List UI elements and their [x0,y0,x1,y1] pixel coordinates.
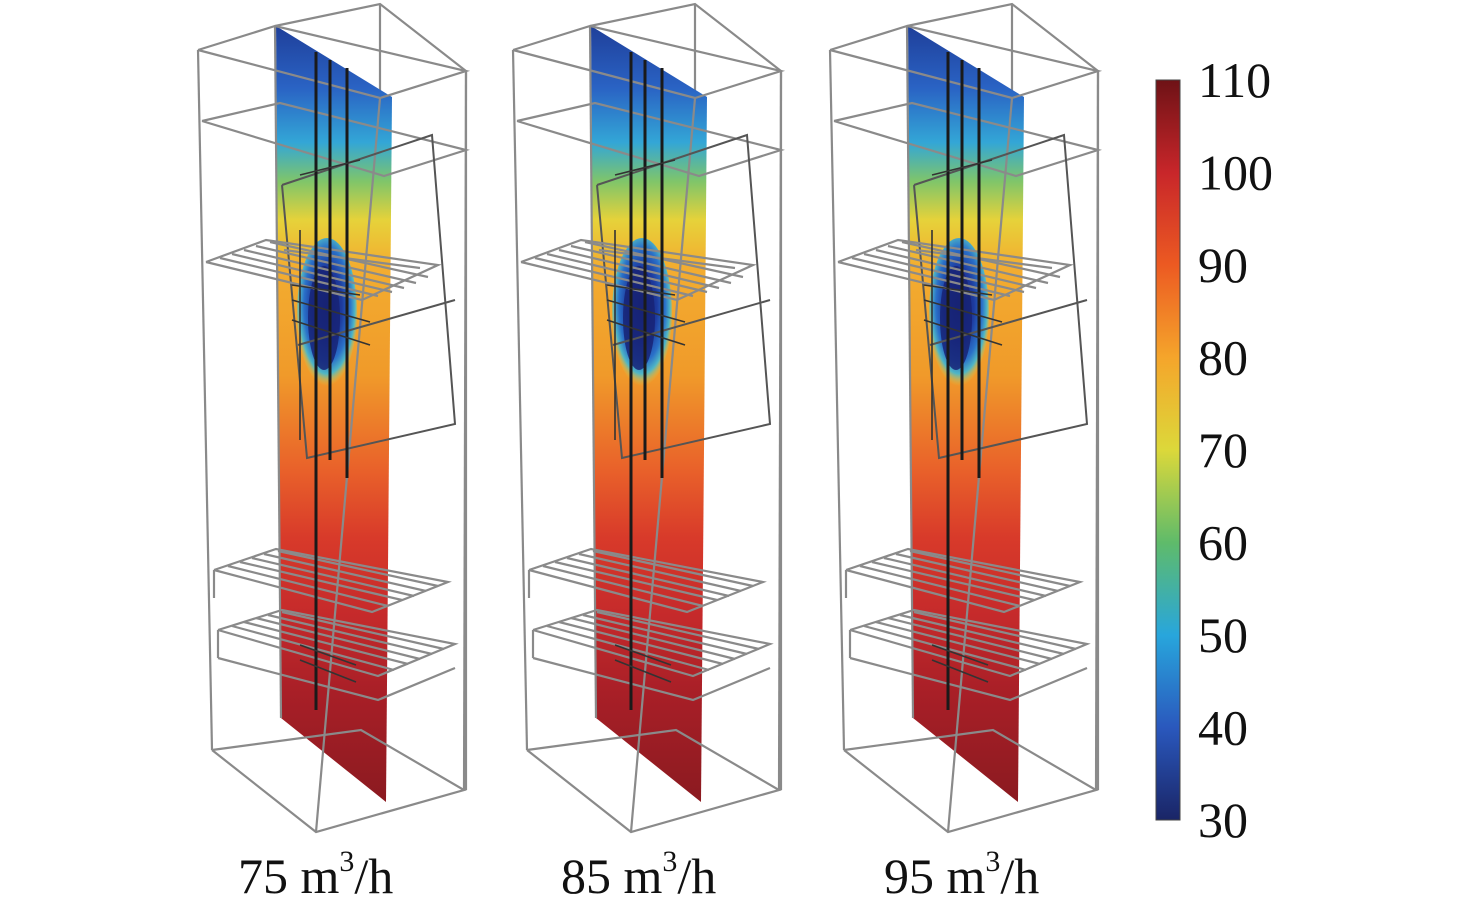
colorbar-tick-label: 60 [1198,515,1248,571]
panel-85 [511,2,783,834]
caption-85: 85 m3/h [561,845,716,904]
panel-95 [828,2,1100,834]
colorbar-tick-label: 70 [1198,422,1248,478]
caption-75: 75 m3/h [238,845,393,904]
colorbar-tick-label: 40 [1198,700,1248,756]
colorbar-tick-label: 50 [1198,607,1248,663]
colorbar-gradient [1155,79,1181,821]
colorbar-tick-label: 110 [1198,52,1271,108]
caption-95: 95 m3/h [884,845,1039,904]
colorbar-tick-label: 30 [1198,792,1248,848]
panel-75 [196,2,468,834]
colorbar-tick-label: 90 [1198,237,1248,293]
colorbar-ticks: 110 100 90 80 70 60 50 40 30 [1198,52,1273,848]
colorbar-tick-label: 80 [1198,330,1248,386]
colorbar-tick-label: 100 [1198,145,1273,201]
colorbar: 110 100 90 80 70 60 50 40 30 [1155,52,1273,848]
